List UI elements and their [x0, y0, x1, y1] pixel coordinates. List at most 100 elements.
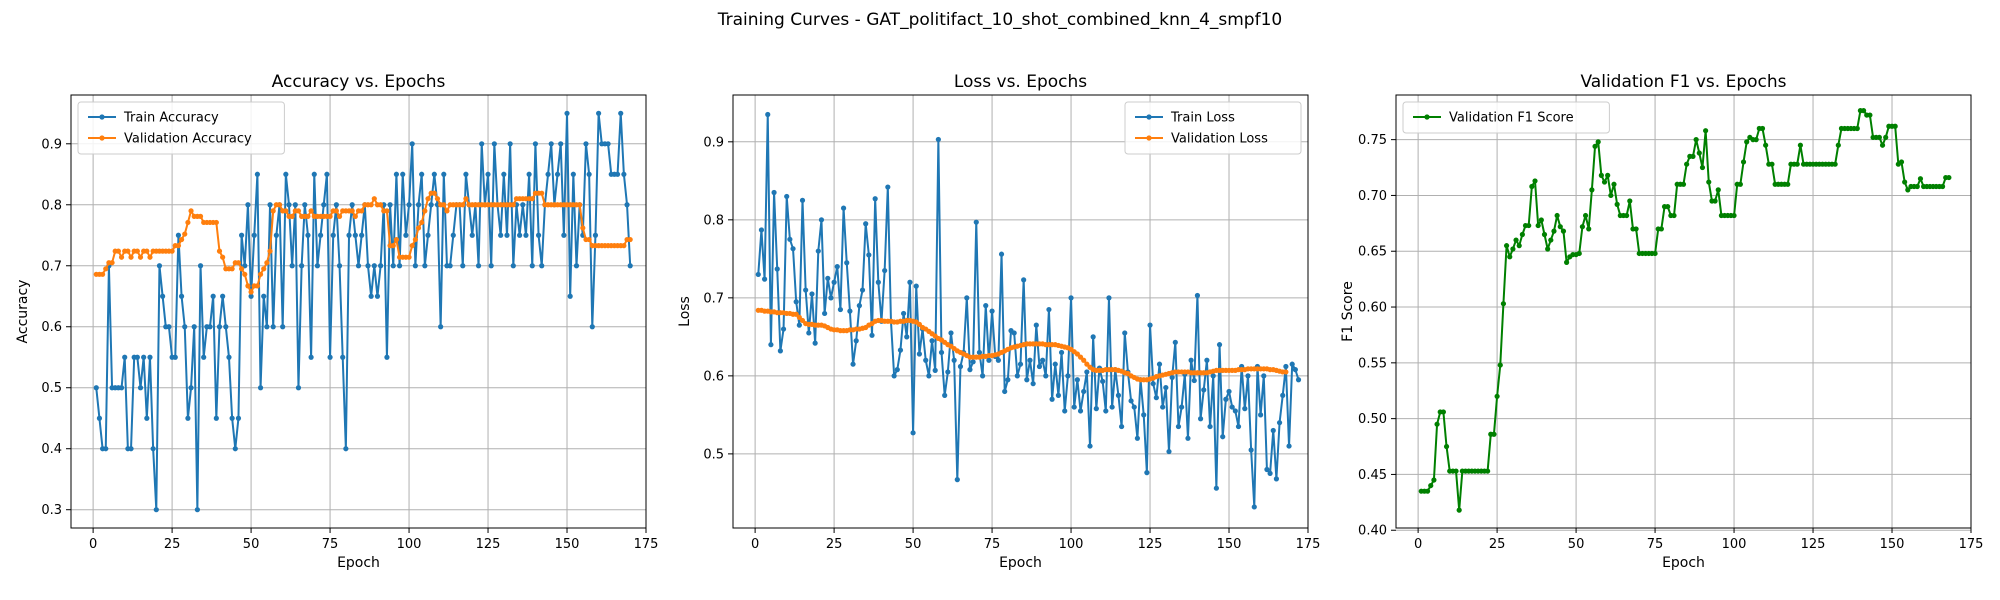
axes-frame — [70, 94, 647, 529]
data-point — [554, 171, 561, 177]
data-point — [153, 507, 159, 513]
x-tick-label: 100 — [1059, 537, 1084, 552]
y-tick-label: 0.75 — [1358, 133, 1387, 148]
x-tick-label: 50 — [905, 537, 922, 552]
data-point — [118, 385, 125, 391]
data-point — [790, 246, 796, 252]
data-point — [419, 219, 425, 226]
data-point — [201, 354, 207, 360]
data-point — [875, 279, 881, 285]
data-point — [387, 202, 393, 208]
data-point — [1917, 176, 1924, 182]
data-point — [793, 311, 799, 317]
data-point — [390, 243, 396, 249]
data-point — [134, 354, 140, 360]
data-point — [1273, 476, 1280, 482]
x-axis-label: Epoch — [337, 555, 380, 571]
data-point — [1147, 322, 1153, 328]
x-tick-label: 150 — [555, 537, 580, 552]
legend-entry: Train Loss — [1170, 111, 1235, 126]
data-point — [755, 271, 761, 278]
x-tick-label: 150 — [1217, 537, 1242, 552]
data-point — [352, 213, 358, 219]
data-point — [210, 293, 216, 299]
data-point — [393, 236, 400, 243]
legend-marker — [1146, 135, 1152, 141]
chart-title: Accuracy vs. Epochs — [272, 72, 446, 92]
data-point — [280, 324, 286, 330]
data-point — [1538, 217, 1544, 223]
data-point — [812, 340, 818, 346]
data-point — [780, 326, 787, 332]
data-point — [191, 324, 197, 330]
y-axis-label: F1 Score — [1340, 281, 1356, 342]
data-point — [134, 248, 140, 254]
data-point — [1614, 201, 1620, 207]
data-point — [771, 189, 777, 196]
data-point — [856, 303, 862, 309]
legend-entry: Validation Accuracy — [124, 132, 252, 147]
data-point — [970, 359, 976, 365]
data-point — [1071, 404, 1077, 410]
data-point — [1443, 443, 1450, 450]
legend-marker — [1146, 114, 1152, 120]
data-point — [1737, 181, 1743, 187]
x-tick-label: 125 — [1801, 537, 1826, 552]
data-point — [942, 392, 948, 398]
data-point — [573, 263, 580, 269]
data-point — [317, 232, 324, 238]
data-point — [1731, 212, 1737, 219]
data-point — [1021, 277, 1027, 283]
data-point — [273, 232, 279, 238]
data-point — [910, 430, 916, 436]
data-point — [907, 279, 913, 285]
data-point — [220, 254, 226, 260]
data-point — [882, 267, 888, 274]
data-point — [125, 248, 131, 254]
data-point — [1084, 361, 1090, 367]
data-point — [292, 202, 298, 208]
data-point — [774, 266, 780, 272]
data-point — [346, 232, 352, 238]
data-point — [333, 202, 339, 208]
data-point — [1172, 339, 1178, 345]
data-point — [156, 263, 163, 269]
legend-marker — [1424, 114, 1430, 120]
data-point — [586, 236, 592, 243]
data-point — [172, 354, 178, 360]
data-point — [859, 287, 866, 293]
data-point — [986, 357, 992, 363]
data-point — [1062, 408, 1068, 414]
data-point — [406, 202, 412, 208]
data-point — [1835, 142, 1841, 148]
data-point — [768, 342, 774, 348]
data-point — [1166, 448, 1172, 455]
data-point — [570, 171, 576, 177]
data-point — [327, 354, 333, 360]
data-point — [1684, 161, 1690, 167]
data-point — [825, 275, 831, 281]
data-point — [1235, 423, 1242, 430]
data-point — [567, 293, 573, 299]
data-point — [976, 349, 983, 356]
data-point — [299, 263, 305, 269]
data-point — [270, 208, 276, 214]
data-point — [1084, 369, 1090, 375]
data-point — [229, 266, 235, 272]
data-point — [267, 248, 273, 254]
legend: Train Accuracy Validation Accuracy — [77, 101, 285, 155]
data-point — [194, 507, 200, 513]
data-point — [415, 202, 422, 208]
data-point — [1150, 381, 1156, 387]
data-point — [144, 415, 150, 421]
data-point — [264, 260, 270, 266]
y-tick-label: 0.5 — [703, 447, 724, 462]
data-point — [1081, 357, 1087, 363]
data-point — [141, 354, 147, 360]
legend-marker — [99, 114, 105, 120]
data-point — [504, 232, 510, 238]
data-point — [526, 171, 532, 177]
data-point — [390, 263, 396, 269]
y-tick-label: 0.4 — [41, 442, 62, 457]
